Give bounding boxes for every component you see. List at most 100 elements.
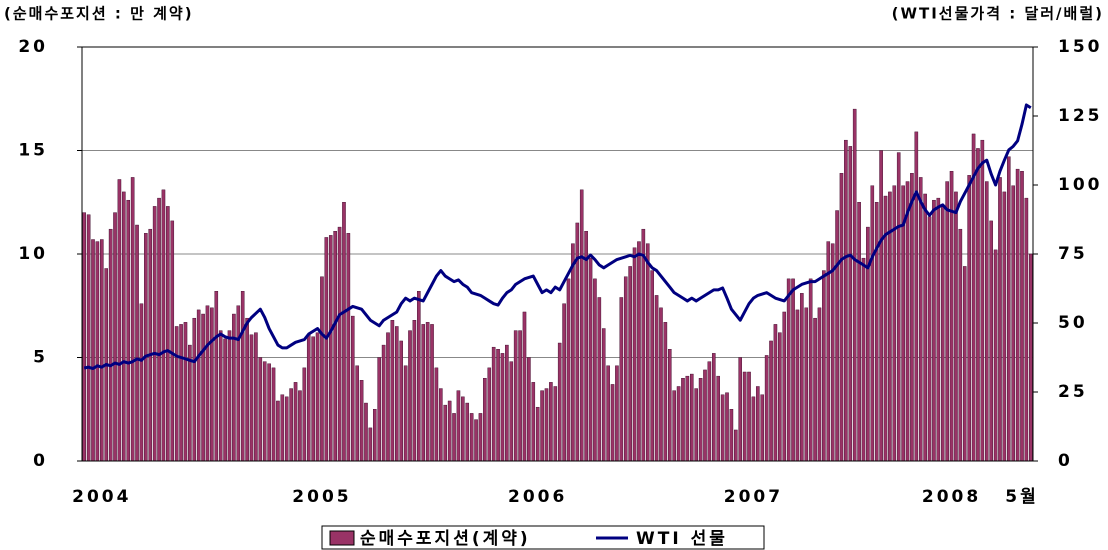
bar: [483, 378, 487, 462]
bar: [641, 228, 646, 462]
bar: [267, 363, 271, 462]
bar: [452, 413, 456, 462]
bar: [342, 202, 346, 462]
bar: [742, 371, 747, 462]
bar: [417, 291, 421, 462]
bar: [910, 173, 914, 462]
y-tick-label: 10: [18, 244, 48, 264]
bar: [716, 375, 720, 462]
bar: [663, 322, 668, 462]
bar: [623, 276, 628, 462]
bar: [135, 224, 139, 462]
bar: [703, 369, 707, 462]
bar: [791, 278, 795, 462]
bar: [188, 344, 192, 462]
bar: [474, 419, 478, 462]
bar: [447, 400, 452, 462]
bar: [940, 206, 945, 462]
bar: [311, 336, 315, 462]
bar: [306, 334, 311, 462]
x-tick-label: 2008: [922, 487, 981, 507]
bar: [461, 396, 465, 462]
bar: [1015, 168, 1020, 462]
y2-tick-label: 75: [1058, 244, 1088, 264]
bar: [108, 228, 113, 462]
bar: [280, 394, 285, 462]
y-tick-label: 0: [33, 451, 48, 471]
bar: [870, 185, 875, 462]
bar: [439, 388, 443, 462]
bar: [421, 324, 426, 462]
bar: [487, 367, 492, 462]
bar: [86, 214, 91, 462]
bar: [813, 317, 817, 462]
bar: [896, 152, 901, 462]
bar: [835, 210, 839, 462]
bar: [399, 340, 403, 462]
legend-label: WTI 선물: [636, 529, 728, 549]
bar: [214, 291, 219, 462]
bar: [579, 189, 584, 462]
bar: [698, 378, 703, 462]
x-tick-label: 2007: [724, 487, 783, 507]
bar: [381, 344, 386, 462]
bar: [469, 413, 474, 462]
bar: [760, 394, 765, 462]
bar: [918, 177, 923, 462]
bar: [672, 390, 676, 462]
bar: [368, 427, 373, 462]
bar: [557, 342, 562, 462]
bar: [95, 241, 100, 462]
bar: [434, 367, 439, 462]
bar: [1020, 170, 1024, 462]
bar: [100, 239, 104, 462]
bar: [302, 367, 307, 462]
bar: [685, 375, 690, 462]
bar: [628, 266, 632, 462]
bar: [962, 266, 967, 462]
bar: [720, 394, 725, 462]
bar: [645, 243, 650, 462]
bar: [764, 355, 769, 462]
x-tick-label: 2005: [292, 487, 351, 507]
bar: [170, 220, 175, 462]
bar: [954, 191, 958, 462]
bar: [571, 243, 575, 462]
bar: [795, 309, 800, 462]
bar: [654, 295, 659, 462]
bar: [328, 235, 333, 462]
bar: [800, 293, 804, 462]
right-axis-title: (WTI선물가격 : 달러/배럴): [892, 5, 1104, 23]
bar: [386, 332, 390, 462]
bar: [998, 177, 1002, 462]
bar: [967, 175, 971, 462]
bar: [527, 357, 531, 462]
bar: [681, 378, 685, 462]
line: [83, 103, 1032, 371]
bar: [403, 365, 408, 462]
bar: [553, 386, 558, 462]
bar: [945, 181, 949, 462]
x-tick-label: 2004: [72, 487, 131, 507]
bar: [513, 330, 518, 462]
bar: [936, 197, 941, 462]
bar: [113, 212, 117, 462]
bar: [971, 133, 976, 462]
bar: [786, 278, 791, 462]
bar: [879, 150, 883, 462]
bar: [218, 330, 223, 462]
bar: [364, 402, 368, 462]
bar: [905, 181, 910, 462]
bar: [210, 307, 214, 462]
bar: [430, 324, 434, 462]
bar: [166, 206, 170, 462]
bar: [923, 193, 927, 462]
x-tick-label: 5월: [1005, 487, 1038, 507]
bar: [284, 396, 289, 462]
bar: [509, 361, 514, 462]
bar: [496, 349, 500, 462]
bar: [610, 384, 615, 462]
bar: [694, 388, 698, 462]
bar: [174, 326, 179, 462]
bar: [927, 216, 932, 462]
